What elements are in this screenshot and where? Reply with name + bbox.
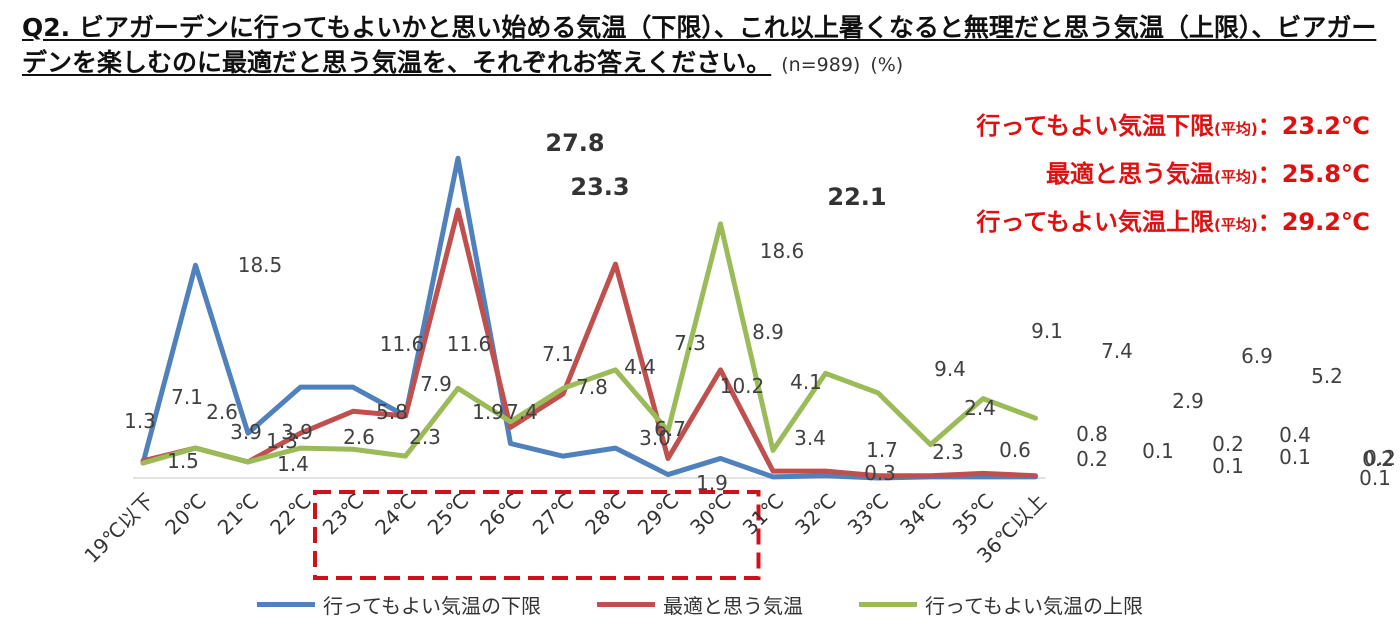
data-label: 11.6 [380, 332, 425, 356]
data-label: 11.6 [447, 332, 492, 356]
data-label: 5.2 [1311, 364, 1343, 388]
x-tick-label: 34℃ [895, 489, 946, 540]
data-label: 7.1 [171, 385, 203, 409]
x-tick-label: 25℃ [423, 489, 474, 540]
chart-legend: 行ってもよい気温の下限 最適と思う気温 行ってもよい気温の上限 [0, 590, 1400, 619]
data-label: 18.6 [760, 239, 805, 263]
legend-item-3: 行ってもよい気温の上限 [859, 590, 1143, 619]
highlight-box [313, 490, 761, 580]
data-label: 0.2 [1212, 432, 1244, 456]
sample-size: (n=989) [781, 54, 861, 76]
x-tick-label: 23℃ [318, 489, 369, 540]
data-label: 5.8 [376, 400, 408, 424]
data-label: 2.3 [409, 425, 441, 449]
data-label: 2.3 [932, 440, 964, 464]
data-label: 1.4 [277, 452, 309, 476]
data-label: 1.7 [866, 438, 898, 462]
data-label: 7.4 [506, 400, 538, 424]
x-tick-label: 33℃ [843, 489, 894, 540]
data-label: 4.4 [624, 355, 656, 379]
data-label: 8.9 [752, 320, 784, 344]
x-tick-label: 21℃ [213, 489, 264, 540]
data-label: 22.1 [827, 183, 886, 211]
data-label: 0.6 [999, 438, 1031, 462]
data-label: 2.9 [1172, 389, 1204, 413]
unit-label: (%) [870, 54, 904, 76]
data-label: 7.1 [542, 342, 574, 366]
question-text: Q2. ビアガーデンに行ってもよいかと思い始める気温（下限）、これ以上暑くなると… [22, 13, 1377, 77]
legend-item-1: 行ってもよい気温の下限 [257, 590, 541, 619]
x-tick-label: 24℃ [370, 489, 421, 540]
data-label: 7.9 [420, 372, 452, 396]
average-summary: 行ってもよい気温下限(平均)：23.2℃ 最適と思う気温(平均)：25.8℃ 行… [976, 104, 1370, 248]
series-line-2 [140, 207, 1038, 479]
data-label: 10.2 [720, 374, 765, 398]
x-tick-label: 31℃ [738, 489, 789, 540]
data-label: 1.3 [266, 429, 298, 453]
data-label: 0.3 [864, 461, 896, 485]
legend-swatch [257, 602, 315, 607]
question-header: Q2. ビアガーデンに行ってもよいかと思い始める気温（下限）、これ以上暑くなると… [22, 10, 1392, 83]
data-label: 0.1 [1212, 454, 1244, 478]
data-label: 0.8 [1076, 422, 1108, 446]
data-label: 0.2 [1364, 446, 1396, 470]
data-label: 2.6 [343, 425, 375, 449]
legend-label: 最適と思う気温 [663, 594, 803, 618]
data-label: 7.3 [674, 331, 706, 355]
data-label: 6.9 [1241, 344, 1273, 368]
data-label: 4.1 [790, 370, 822, 394]
data-label: 1.9 [696, 471, 728, 495]
x-tick-label: 30℃ [685, 489, 736, 540]
data-label: 3.0 [639, 426, 671, 450]
data-label: 3.9 [281, 420, 313, 444]
data-label: 18.5 [238, 253, 283, 277]
data-label: 3.4 [794, 426, 826, 450]
data-label: 0.2 [1076, 447, 1108, 471]
data-label: 0.1 [1359, 466, 1391, 490]
data-label: 9.1 [1031, 319, 1063, 343]
legend-label: 行ってもよい気温の下限 [323, 594, 541, 618]
x-tick-label: 32℃ [790, 489, 841, 540]
x-tick-label: 29℃ [633, 489, 684, 540]
data-label: 3.9 [230, 420, 262, 444]
legend-swatch [859, 602, 917, 607]
average-optimal: 最適と思う気温(平均)：25.8℃ [1046, 160, 1370, 188]
x-tick-label: 20℃ [160, 489, 211, 540]
data-label: 0.4 [1279, 423, 1311, 447]
legend-item-2: 最適と思う気温 [597, 590, 803, 619]
data-label: 7.8 [576, 375, 608, 399]
x-tick-label: 28℃ [580, 489, 631, 540]
average-upper: 行ってもよい気温上限(平均)：29.2℃ [976, 208, 1370, 236]
data-label: 23.3 [570, 173, 629, 201]
x-tick-label: 22℃ [265, 489, 316, 540]
average-lower: 行ってもよい気温下限(平均)：23.2℃ [976, 112, 1370, 140]
legend-label: 行ってもよい気温の上限 [925, 594, 1143, 618]
data-label: 27.8 [545, 129, 604, 157]
data-label: 1.3 [124, 409, 156, 433]
data-label: 7.4 [1101, 339, 1133, 363]
data-label: 2.6 [206, 400, 238, 424]
x-tick-label: 26℃ [475, 489, 526, 540]
x-tick-label: 27℃ [528, 489, 579, 540]
data-label: 6.7 [654, 417, 686, 441]
data-label: 2.4 [964, 396, 996, 420]
data-label: 0.2 [1362, 447, 1394, 471]
legend-swatch [597, 602, 655, 607]
data-label: 1.9 [472, 400, 504, 424]
data-label: 9.4 [934, 357, 966, 381]
data-label: 1.5 [167, 449, 199, 473]
series-line-3 [140, 221, 1038, 466]
x-tick-label: 19℃以下 [79, 489, 158, 568]
data-label: 0.1 [1142, 439, 1174, 463]
data-label: 0.1 [1279, 445, 1311, 469]
